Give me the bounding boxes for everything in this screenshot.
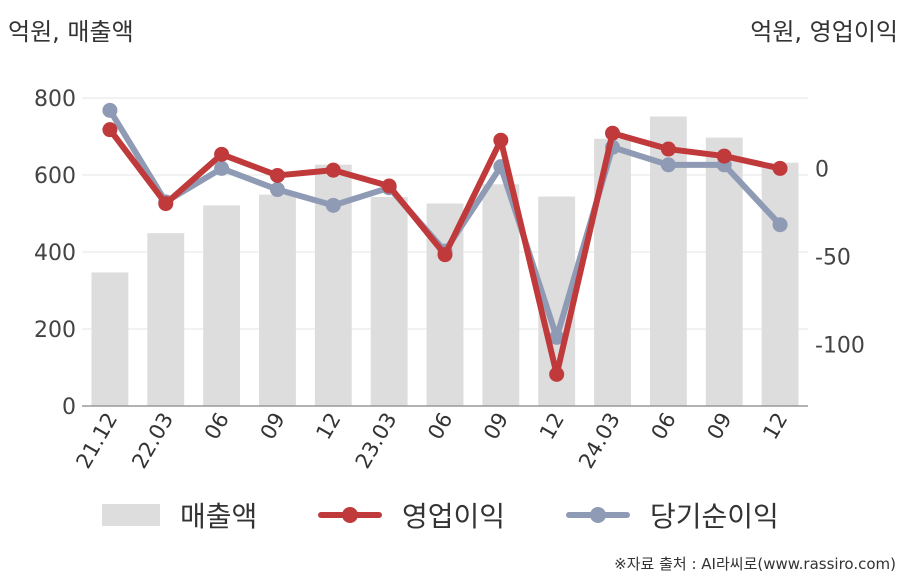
point-operating-profit-8 — [549, 366, 565, 382]
point-net-income-4 — [325, 197, 341, 213]
legend-item-sales: 매출액 — [102, 490, 257, 540]
right-tick-label: 0 — [815, 157, 829, 182]
legend-label-sales: 매출액 — [180, 500, 258, 533]
x-tick-label: 09 — [256, 409, 290, 444]
bar-sales-5 — [370, 196, 408, 406]
point-net-income-2 — [214, 160, 230, 176]
bar-sales-2 — [203, 205, 241, 406]
x-tick-label: 24.03 — [574, 409, 625, 473]
bar-sales-3 — [259, 194, 296, 406]
legend-item-operating-profit: 영업이익 — [318, 490, 505, 540]
x-tick-label: 21.12 — [71, 409, 122, 473]
legend-swatch-line-blue — [566, 504, 630, 526]
right-axis-unit-label: 억원, 영업이익 — [750, 18, 898, 46]
point-net-income-0 — [102, 102, 118, 118]
left-tick-label: 0 — [62, 395, 76, 420]
point-operating-profit-9 — [605, 125, 621, 141]
point-operating-profit-0 — [102, 122, 118, 138]
x-tick-label: 22.03 — [127, 409, 178, 473]
x-tick-label: 12 — [758, 409, 792, 444]
line-series — [102, 102, 788, 382]
bar-sales-12 — [761, 162, 799, 406]
bar-sales-7 — [482, 184, 520, 406]
legend-label-net-income: 당기순이익 — [650, 500, 779, 533]
point-operating-profit-4 — [325, 162, 341, 178]
point-operating-profit-7 — [493, 132, 509, 148]
legend: 매출액 영업이익 당기순이익 — [0, 490, 908, 540]
left-tick-label: 800 — [34, 87, 76, 112]
x-axis-ticks: 21.12 22.03 06 09 12 23.03 06 09 12 24.03 06 09 12 — [71, 409, 792, 473]
x-tick-label: 09 — [702, 409, 736, 444]
point-operating-profit-10 — [660, 141, 676, 157]
point-operating-profit-3 — [269, 167, 285, 183]
point-net-income-10 — [660, 157, 676, 173]
x-tick-label: 09 — [479, 409, 513, 444]
legend-item-net-income: 당기순이익 — [566, 490, 779, 540]
point-operating-profit-1 — [158, 196, 174, 212]
bar-sales-0 — [91, 272, 129, 406]
left-tick-label: 600 — [34, 164, 76, 189]
point-operating-profit-12 — [772, 160, 788, 176]
point-net-income-3 — [269, 182, 285, 198]
right-tick-label: -50 — [815, 245, 851, 270]
legend-swatch-bar — [102, 504, 160, 526]
source-note: ※자료 출처 : AI라씨로(www.rassiro.com) — [614, 555, 896, 573]
right-axis-ticks: -100 -50 0 — [815, 157, 865, 358]
point-operating-profit-2 — [214, 146, 230, 162]
bar-series — [91, 116, 799, 406]
x-tick-label: 06 — [647, 409, 681, 444]
right-tick-label: -100 — [815, 333, 865, 358]
legend-label-operating-profit: 영업이익 — [402, 500, 506, 533]
x-tick-label: 12 — [311, 409, 345, 444]
point-operating-profit-11 — [716, 148, 732, 164]
legend-swatch-line-red — [318, 504, 382, 526]
point-operating-profit-5 — [381, 178, 397, 194]
left-axis-ticks: 0 200 400 600 800 — [34, 87, 76, 420]
point-net-income-8 — [549, 329, 565, 345]
left-tick-label: 400 — [34, 241, 76, 266]
x-tick-label: 06 — [200, 409, 234, 444]
point-net-income-12 — [772, 217, 788, 233]
left-tick-label: 200 — [34, 318, 76, 343]
point-operating-profit-6 — [437, 247, 453, 263]
left-axis-unit-label: 억원, 매출액 — [8, 18, 134, 46]
x-tick-label: 12 — [535, 409, 569, 444]
x-tick-label: 06 — [423, 409, 457, 444]
x-tick-label: 23.03 — [351, 409, 402, 473]
bar-sales-1 — [147, 233, 185, 406]
